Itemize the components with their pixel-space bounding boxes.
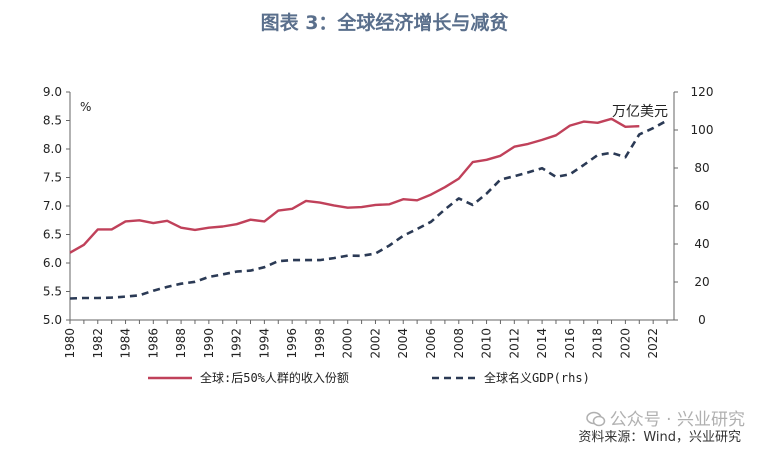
x-tick-label: 2006	[424, 328, 438, 359]
right-tick-label: 20	[694, 275, 709, 289]
x-tick-label: 2000	[341, 328, 355, 359]
right-tick-label: 40	[694, 237, 709, 251]
x-tick-label: 2008	[452, 328, 466, 359]
right-tick-label: 80	[694, 161, 709, 175]
left-tick-label: 7.0	[43, 199, 62, 213]
x-tick-label: 1980	[63, 328, 77, 359]
right-tick-label: 100	[691, 123, 714, 137]
x-tick-label: 1984	[119, 328, 133, 359]
legend-label-2: 全球名义GDP(rhs)	[484, 370, 590, 385]
left-tick-label: 5.5	[43, 285, 62, 299]
right-axis-ticks: 0 20 40 60 80 100 120	[674, 85, 713, 327]
watermark-text: 公众号 · 兴业研究	[609, 410, 745, 430]
x-tick-label: 2012	[507, 328, 521, 359]
left-tick-label: 6.5	[43, 228, 62, 242]
x-tick-label: 2004	[396, 328, 410, 359]
left-tick-label: 7.5	[43, 171, 62, 185]
left-tick-label: 6.0	[43, 256, 62, 270]
x-tick-label: 1994	[257, 328, 271, 359]
x-axis-ticks: 1980 1982 1984 1986 1988 1990 1992 1994 1996 1998…	[63, 320, 668, 359]
x-tick-label: 1986	[146, 328, 160, 359]
x-tick-label: 2018	[591, 328, 605, 359]
left-tick-label: 5.0	[43, 313, 62, 327]
x-tick-label: 1998	[313, 328, 327, 359]
legend-label-1: 全球:后50%人群的收入份额	[200, 370, 349, 385]
watermark: 公众号 · 兴业研究	[586, 405, 745, 430]
left-tick-label: 8.5	[43, 114, 62, 128]
left-tick-label: 9.0	[43, 85, 62, 99]
x-tick-label: 1988	[174, 328, 188, 359]
left-axis-ticks: 5.0 5.5 6.0 6.5 7.0 7.5 8.0 8.5 9.0	[43, 85, 70, 327]
right-tick-label: 120	[691, 85, 714, 99]
x-tick-label: 1992	[230, 328, 244, 359]
right-tick-label: 0	[698, 313, 706, 327]
left-axis-unit: %	[80, 100, 91, 114]
x-tick-label: 2020	[618, 328, 632, 359]
right-tick-label: 60	[694, 199, 709, 213]
x-tick-label: 2010	[480, 328, 494, 359]
right-axis-unit: 万亿美元	[612, 104, 668, 120]
x-tick-label: 2022	[646, 328, 660, 359]
x-tick-label: 1982	[91, 328, 105, 359]
x-tick-label: 1990	[202, 328, 216, 359]
series-layer	[69, 117, 668, 300]
left-tick-label: 8.0	[43, 142, 62, 156]
x-tick-label: 2016	[563, 328, 577, 359]
chart-title: 图表 3：全球经济增长与减贫	[260, 12, 509, 34]
legend: 全球:后50%人群的收入份额 全球名义GDP(rhs)	[148, 370, 590, 385]
source-note: 资料来源：Wind，兴业研究	[578, 430, 741, 445]
wechat-icon	[586, 411, 606, 427]
series-line-2	[69, 119, 668, 300]
x-tick-label: 2014	[535, 328, 549, 359]
x-tick-label: 1996	[285, 328, 299, 359]
series-line-1	[69, 117, 640, 254]
x-tick-label: 2002	[368, 328, 382, 359]
